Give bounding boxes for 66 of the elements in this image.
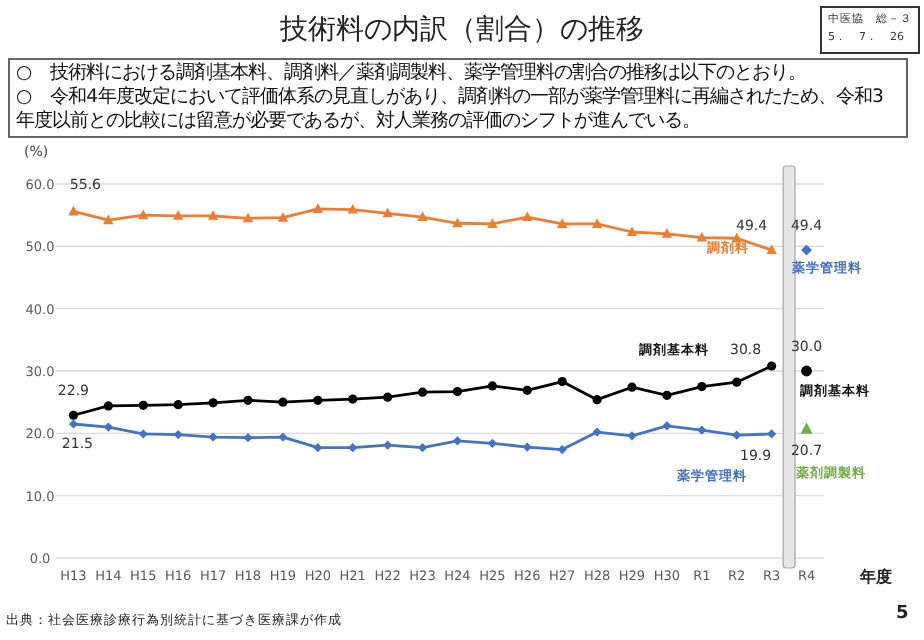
point (697, 425, 707, 435)
point (556, 218, 568, 228)
point (417, 211, 428, 222)
point (68, 410, 79, 420)
point (766, 244, 777, 255)
point (662, 421, 672, 431)
point (243, 395, 253, 405)
point (138, 400, 148, 410)
point (800, 422, 813, 434)
point (313, 395, 323, 405)
point (383, 392, 393, 402)
point (417, 443, 428, 453)
point (207, 210, 219, 220)
point (348, 443, 358, 453)
point (767, 361, 777, 371)
point (592, 427, 602, 437)
point (277, 212, 289, 222)
point (801, 244, 812, 256)
point (627, 431, 637, 441)
point (173, 400, 183, 410)
point (138, 429, 148, 439)
point (452, 217, 463, 228)
point (557, 444, 567, 455)
point (557, 377, 567, 387)
point (487, 438, 497, 448)
point (103, 401, 113, 411)
text: 5 (896, 604, 909, 624)
point (591, 218, 603, 228)
point (103, 214, 114, 225)
point (278, 432, 288, 442)
point (487, 218, 498, 228)
point (732, 430, 742, 440)
point (242, 212, 254, 223)
point (592, 395, 602, 405)
point (313, 443, 323, 453)
chart-title: 技術料の内訳（割合）の推移 (280, 14, 644, 46)
point (626, 226, 638, 236)
point (417, 387, 428, 397)
point (208, 432, 218, 442)
point (382, 207, 393, 218)
point (767, 429, 777, 439)
point (732, 377, 742, 387)
point (662, 390, 672, 400)
text: ○ 技術料における調剤基本料、調剤料／薬剤調製料、薬学管理料の割合の推移は以下のとおり。 (16, 62, 809, 86)
point (452, 386, 463, 397)
point (347, 203, 358, 214)
point (487, 381, 497, 391)
point (522, 442, 532, 452)
point (348, 394, 358, 404)
point (208, 398, 218, 408)
point (697, 381, 707, 392)
x-axis-title: 年度 (858, 566, 892, 586)
point (312, 203, 324, 213)
point (243, 433, 253, 443)
point (278, 397, 288, 407)
point (696, 232, 708, 242)
point (172, 210, 184, 220)
point (173, 429, 183, 440)
point (522, 385, 532, 395)
point (522, 211, 533, 222)
point (138, 209, 149, 220)
point (68, 205, 79, 216)
text: ○ 令和4年度改定において評価体系の見直しがあり、調剤料の一部が薬学管理料に再編されたため、令和3年度以前との比較には留意が必要であるが、対人業務の評価のシフトが進んでいる。 (16, 86, 886, 134)
point (627, 382, 637, 392)
point (661, 228, 673, 238)
point (801, 365, 812, 377)
